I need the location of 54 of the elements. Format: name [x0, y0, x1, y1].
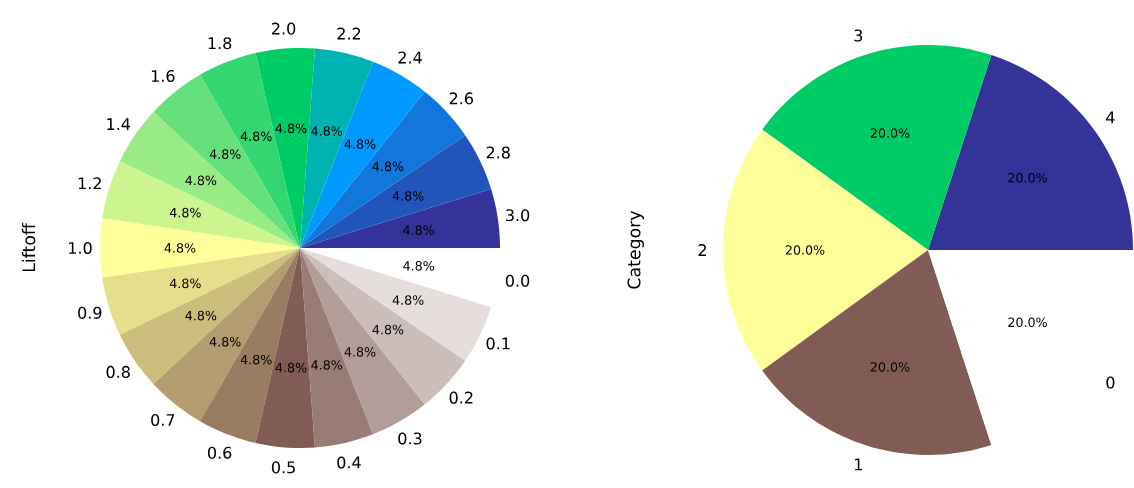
data-label: 4.8% [311, 126, 343, 136]
slice-label: 4 [1106, 111, 1115, 124]
data-label: 20.0% [1008, 317, 1047, 328]
data-label: 4.8% [311, 360, 343, 370]
data-label: 4.8% [164, 243, 196, 253]
data-label: 4.8% [372, 324, 404, 335]
data-label: 4.8% [240, 354, 272, 365]
slice-label: 1.0 [69, 241, 92, 255]
slice-label: 2.2 [337, 27, 361, 40]
slice-label: 2.8 [486, 146, 510, 159]
data-label: 20.0% [870, 128, 910, 138]
data-label: 4.8% [185, 310, 217, 321]
data-label: 20.0% [785, 245, 825, 255]
slice-label: 0 [1106, 376, 1115, 389]
data-label: 20.0% [870, 362, 910, 372]
data-label: 4.8% [240, 131, 272, 142]
data-label: 4.8% [209, 149, 241, 159]
data-label: 4.8% [275, 123, 307, 134]
data-label: 20.0% [1008, 172, 1047, 183]
slice-label: 0.0 [505, 274, 530, 287]
slice-label: 1.6 [151, 69, 175, 83]
slice-label: 0.5 [271, 461, 295, 474]
slice-label: 0.3 [398, 432, 422, 445]
data-label: 4.8% [392, 191, 424, 201]
data-label: 4.8% [344, 347, 376, 357]
data-label: 4.8% [169, 207, 201, 218]
data-label: 4.8% [185, 175, 217, 186]
text: Liftoff [21, 222, 36, 272]
slice-label: 1.2 [78, 177, 101, 190]
slice-label: 0.9 [78, 306, 102, 319]
slice-label: 2 [698, 244, 706, 256]
slice-label: 0.7 [151, 413, 175, 427]
slice-label: 0.8 [106, 365, 130, 378]
data-label: 4.8% [344, 139, 376, 149]
slice-label: 3 [854, 29, 863, 42]
slice-label: 0.1 [486, 337, 510, 350]
data-label: 4.8% [403, 261, 435, 271]
slice-label: 2.4 [398, 51, 422, 64]
data-label: 4.8% [209, 337, 241, 347]
data-label: 4.8% [392, 295, 424, 305]
data-label: 4.8% [372, 161, 404, 172]
data-label: 4.8% [403, 225, 435, 235]
slice-label: 2.6 [449, 92, 474, 105]
text: Category [627, 210, 644, 289]
slice-label: 0.2 [449, 391, 473, 404]
data-label: 4.8% [169, 278, 201, 289]
slice-label: 3.0 [506, 209, 530, 222]
slice-label: 1.4 [107, 118, 131, 130]
slice-label: 2.0 [272, 22, 296, 35]
slice-label: 0.4 [337, 456, 361, 469]
slice-label: 1.8 [208, 37, 232, 50]
slice-label: 0.6 [207, 446, 232, 459]
slice-label: 1 [854, 458, 862, 471]
data-label: 4.8% [275, 362, 307, 373]
